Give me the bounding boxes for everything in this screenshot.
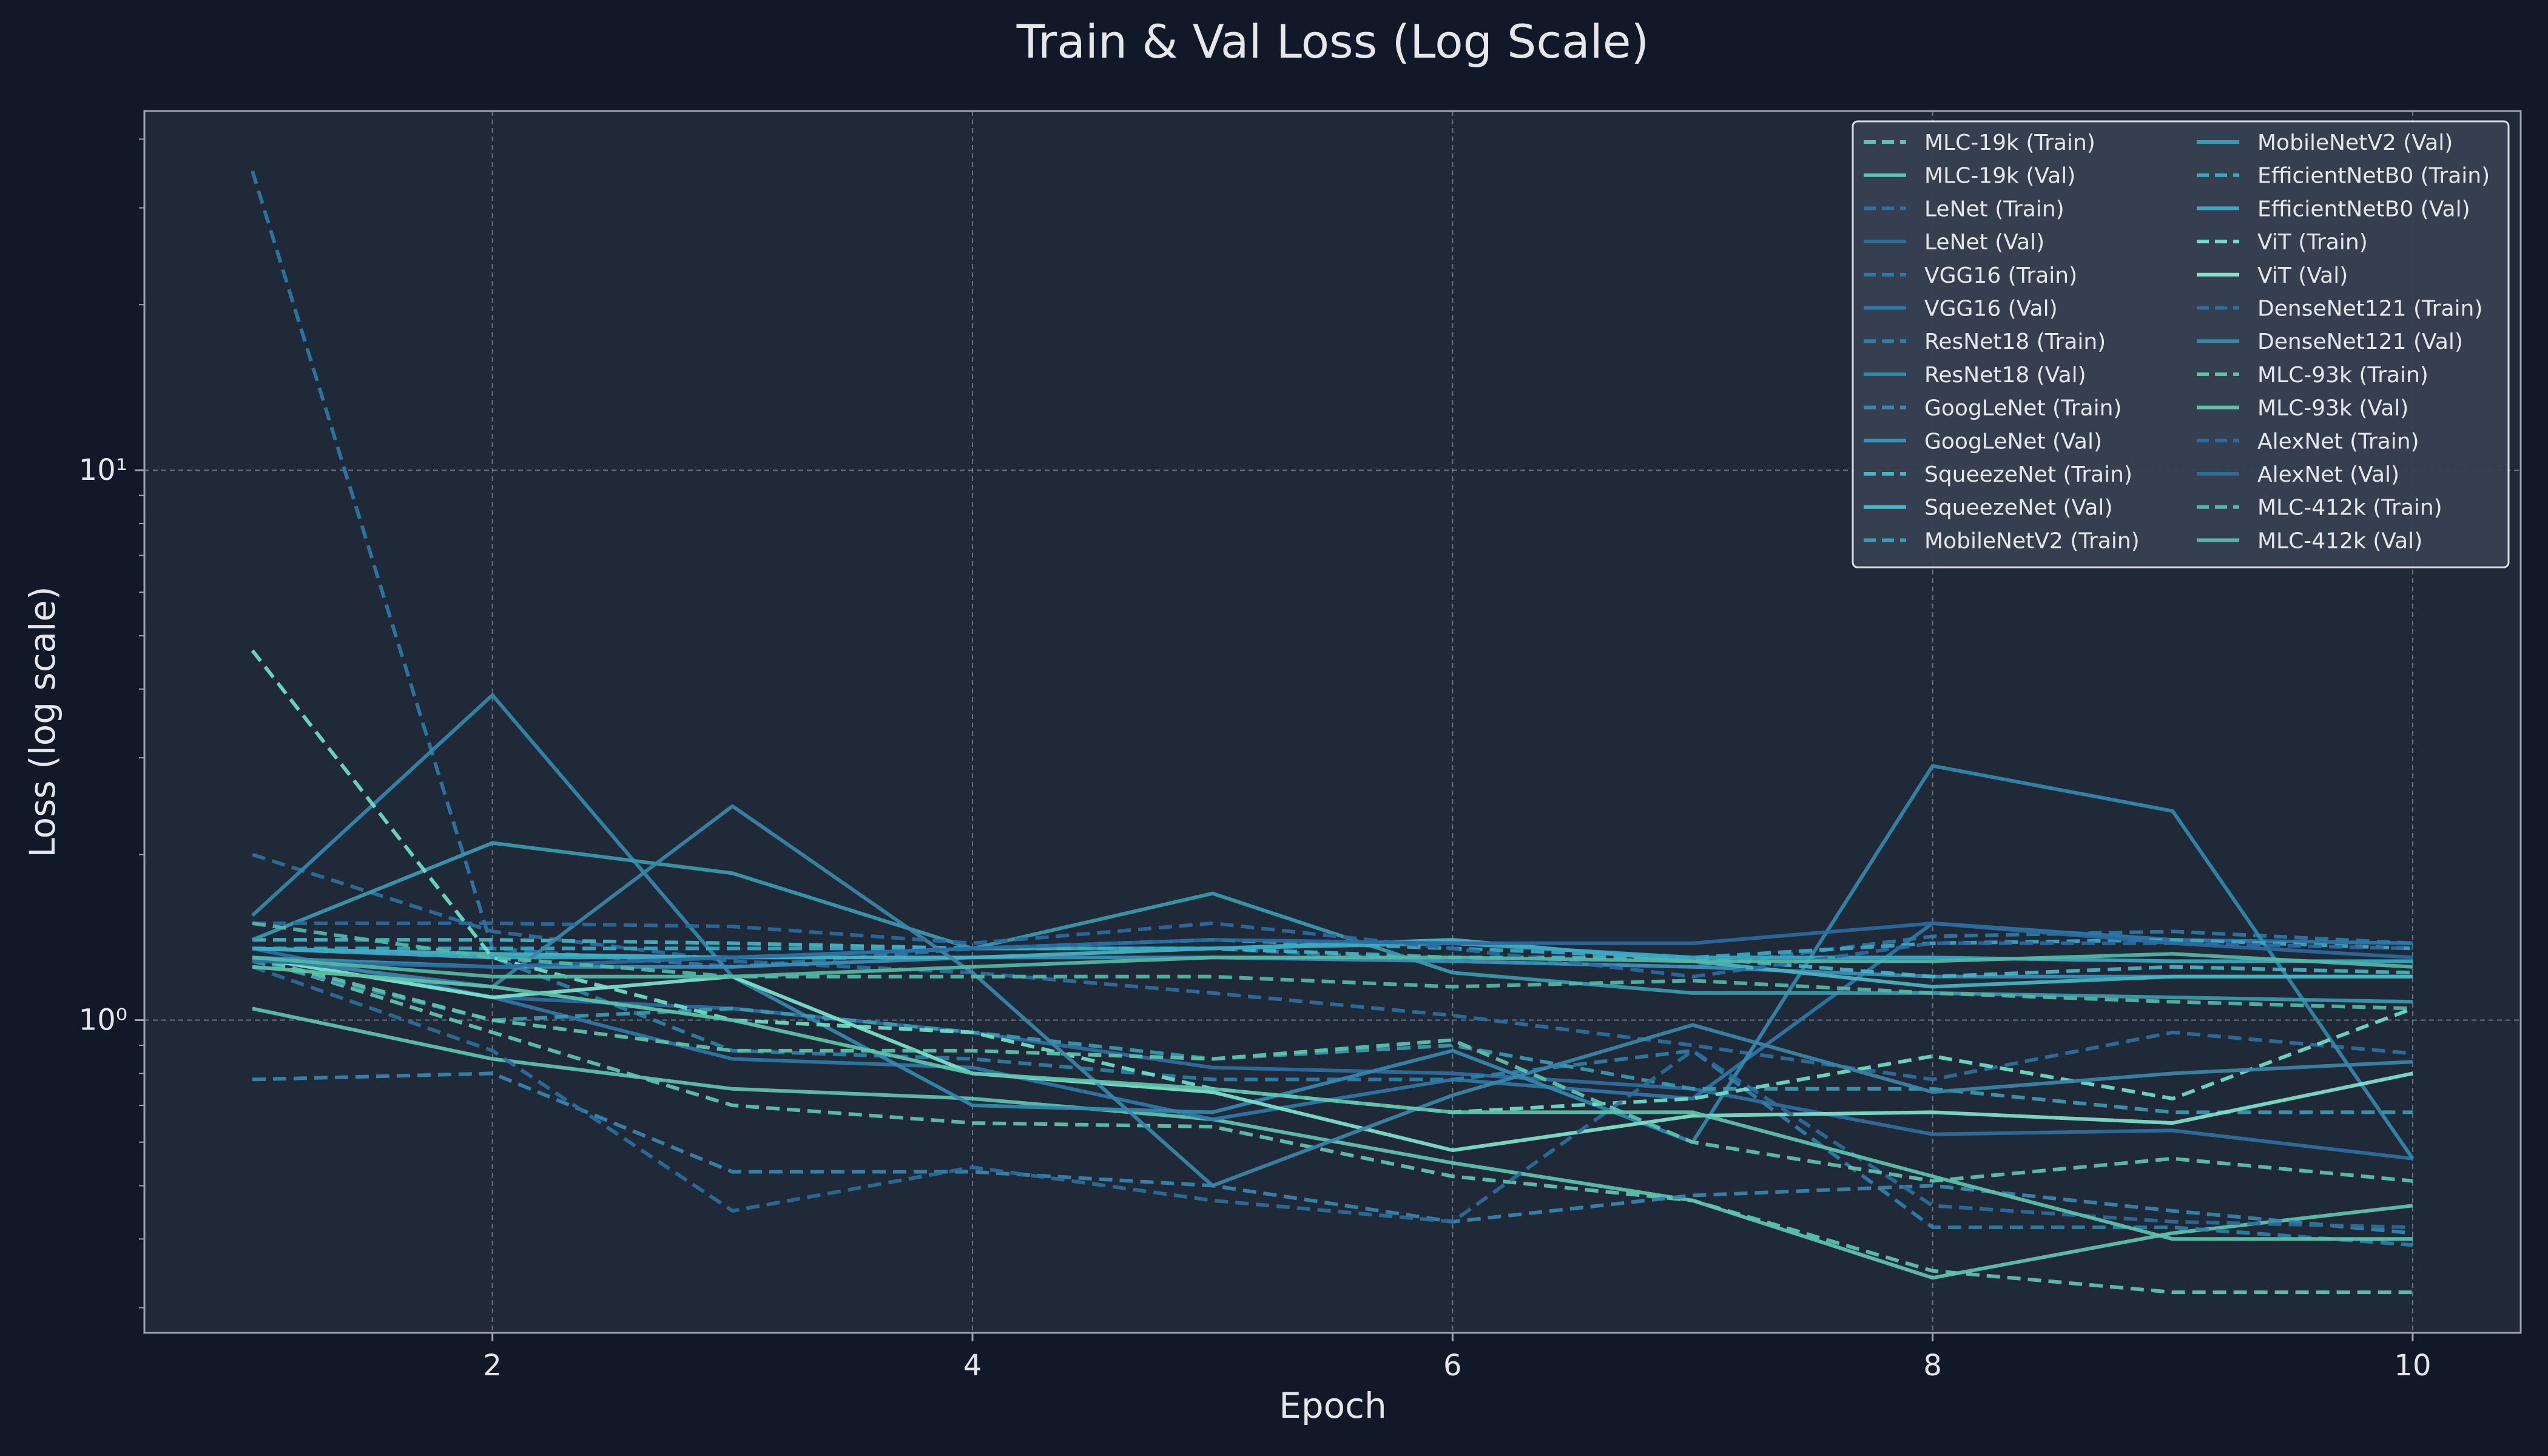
y-tick-label: 10⁰	[79, 1003, 127, 1037]
legend-label: MobileNetV2 (Train)	[1924, 528, 2140, 553]
series-line	[251, 841, 2413, 1004]
legend-label: MLC-412k (Train)	[2257, 496, 2442, 521]
legend-label: DenseNet121 (Val)	[2257, 329, 2463, 354]
series-line	[251, 693, 2415, 1160]
axes: 2 4 6 8 10 10⁰ 10¹	[79, 138, 2431, 1383]
series-line	[252, 852, 2413, 1082]
series-line	[252, 956, 2413, 1152]
legend-label: GoogLeNet (Val)	[1924, 429, 2102, 454]
legend-label: VGG16 (Train)	[1924, 263, 2077, 288]
legend-label: EfficientNetB0 (Train)	[2257, 164, 2490, 189]
x-tick-label: 8	[1923, 1349, 1942, 1383]
series-line	[252, 959, 2413, 1114]
legend-label: SqueezeNet (Val)	[1924, 496, 2112, 521]
x-tick-label: 6	[1443, 1349, 1462, 1383]
series-line	[252, 952, 2413, 979]
chart-title: Train & Val Loss (Log Scale)	[1016, 15, 1649, 69]
series-line	[252, 921, 2413, 979]
x-tick-label: 4	[963, 1349, 982, 1383]
legend-label: GoogLeNet (Train)	[1924, 396, 2122, 421]
legend-label: AlexNet (Val)	[2257, 462, 2399, 487]
legend-label: MLC-93k (Train)	[2257, 363, 2428, 388]
legend-label: EfficientNetB0 (Val)	[2257, 197, 2470, 221]
series-line	[252, 965, 2413, 1230]
x-tick-label: 2	[483, 1349, 502, 1383]
legend-label: MLC-19k (Train)	[1924, 130, 2095, 155]
x-tick-label: 10	[2394, 1349, 2431, 1383]
legend-label: ResNet18 (Val)	[1924, 363, 2086, 388]
legend-label: DenseNet121 (Train)	[2257, 297, 2482, 322]
series-lines	[251, 170, 2415, 1295]
series-line	[252, 938, 2413, 979]
series-line	[252, 921, 2413, 969]
legend-label: LeNet (Train)	[1924, 197, 2064, 221]
legend-label: SqueezeNet (Train)	[1924, 462, 2132, 487]
legend-label: VGG16 (Val)	[1924, 297, 2058, 322]
legend-label: MLC-19k (Val)	[1924, 164, 2075, 189]
legend-label: MLC-93k (Val)	[2257, 396, 2408, 421]
series-line	[252, 946, 2413, 1247]
legend-label: MLC-412k (Val)	[2257, 528, 2422, 553]
legend-label: ViT (Train)	[2257, 230, 2368, 255]
y-tick-label: 10¹	[79, 453, 127, 487]
legend-label: LeNet (Val)	[1924, 230, 2044, 255]
series-line	[252, 804, 2413, 1188]
legend-label: ViT (Val)	[2257, 263, 2348, 288]
series-line	[252, 956, 2413, 1295]
legend-label: AlexNet (Train)	[2257, 429, 2419, 454]
series-line	[252, 1071, 2413, 1235]
series-line	[252, 921, 2413, 1011]
y-axis-title: Loss (log scale)	[22, 586, 63, 857]
legend-box	[1852, 120, 2510, 568]
series-line	[252, 965, 2413, 1241]
legend-label: MobileNetV2 (Val)	[2257, 130, 2453, 155]
x-axis-title: Epoch	[1279, 1385, 1387, 1426]
legend-label: ResNet18 (Train)	[1924, 329, 2106, 354]
legend: MLC-19k (Train) MLC-19k (Val) LeNet (Train…	[1852, 120, 2510, 568]
